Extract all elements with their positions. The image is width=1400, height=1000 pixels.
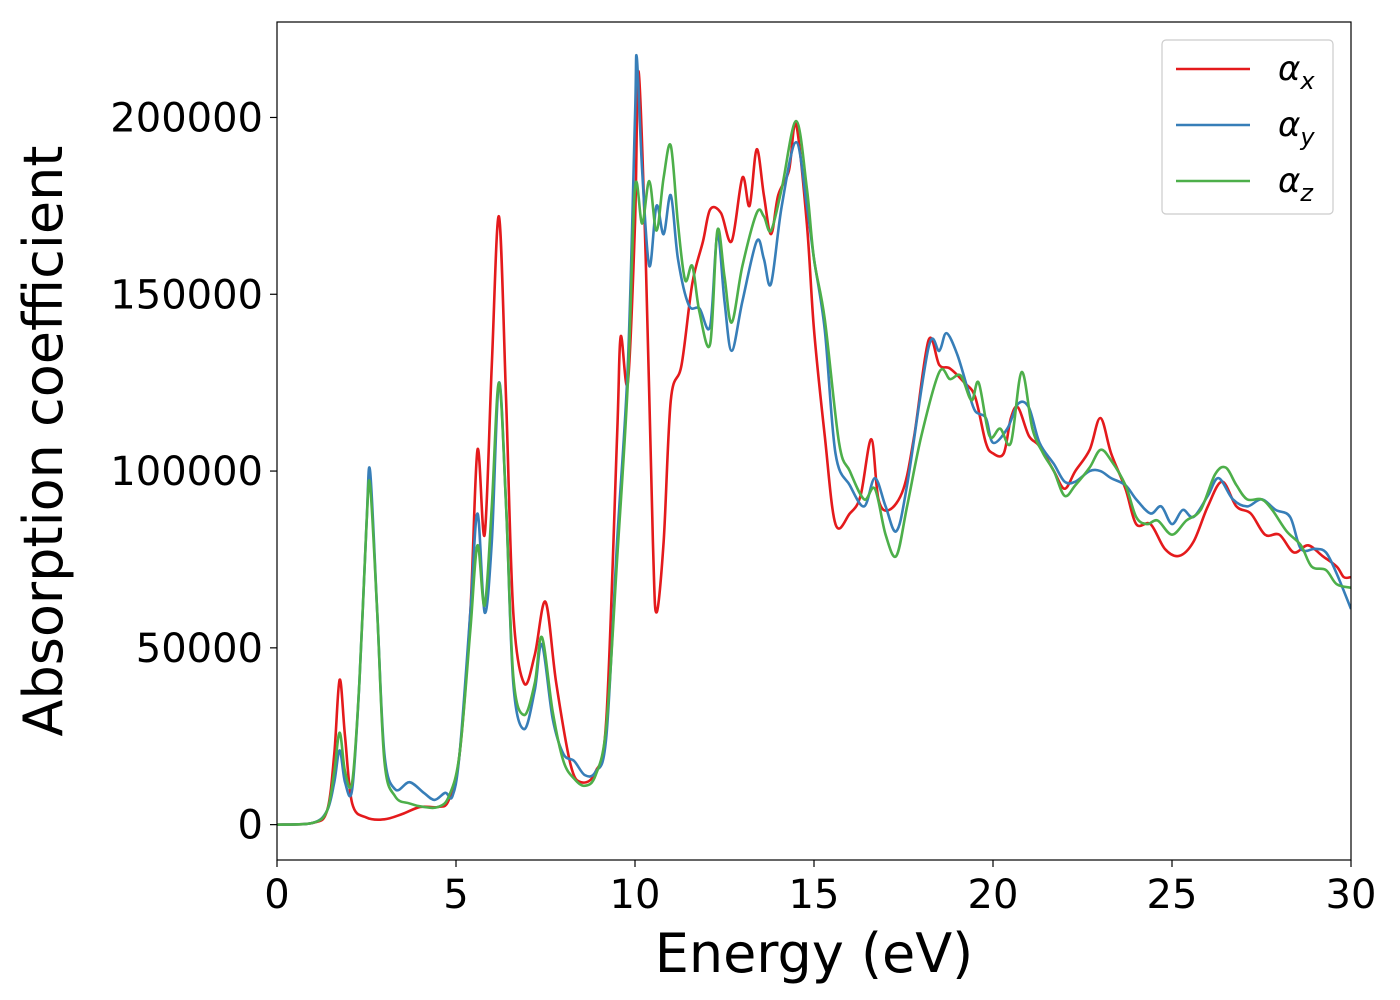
y-tick-label: 100000 [110, 449, 263, 495]
x-tick-label: 0 [264, 872, 289, 918]
x-tick-label: 30 [1326, 872, 1377, 918]
legend-entry-alpha-y: αy [1278, 105, 1315, 151]
y-axis-label: Absorption coefficient [12, 146, 75, 737]
legend-entry-alpha-x: αx [1278, 49, 1315, 95]
x-axis-label: Energy (eV) [655, 922, 974, 985]
x-tick-label: 15 [789, 872, 840, 918]
y-tick-label: 200000 [110, 95, 263, 141]
series-layer [277, 54, 1351, 826]
legend-entry-subscript: y [1299, 123, 1315, 151]
x-tick-label: 25 [1147, 872, 1198, 918]
y-tick-label: 0 [238, 803, 263, 849]
x-axis-ticks: 0 5 10 15 20 25 30 [264, 860, 1376, 918]
x-tick-label: 5 [443, 872, 468, 918]
x-tick-label: 10 [610, 872, 661, 918]
y-axis-ticks: 0 50000 100000 150000 200000 [110, 95, 277, 849]
legend-entry-subscript: z [1299, 179, 1314, 207]
series-line-alpha-x [277, 70, 1351, 826]
legend-box [1161, 39, 1334, 215]
series-line-alpha-y [277, 54, 1351, 826]
y-tick-label: 150000 [110, 272, 263, 318]
legend-entry-subscript: x [1299, 67, 1315, 95]
y-tick-label: 50000 [136, 626, 263, 672]
series-line-alpha-z [277, 119, 1351, 826]
x-tick-label: 20 [968, 872, 1019, 918]
